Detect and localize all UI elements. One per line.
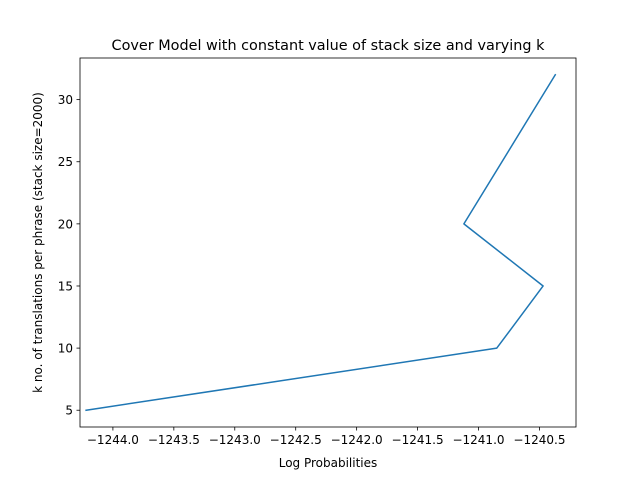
x-tick-label: −1243.5 (148, 433, 200, 447)
x-tick-label: −1242.5 (270, 433, 322, 447)
y-axis-ticks: 5 10 15 20 25 30 (58, 93, 80, 418)
y-tick-label: 5 (65, 404, 73, 418)
y-tick-label: 15 (58, 279, 73, 293)
y-tick-label: 10 (58, 342, 73, 356)
series-line (85, 73, 557, 412)
x-axis-label: Log Probabilities (279, 456, 378, 470)
x-tick-label: −1242.0 (331, 433, 383, 447)
x-tick-label: −1241.5 (392, 433, 444, 447)
plot-area-frame (79, 57, 577, 428)
y-axis-label: k no. of translations per phrase (stack … (31, 92, 45, 393)
x-axis-ticks: −1244.0 −1243.5 −1243.0 −1242.5 −1242.0 −1241… (87, 427, 565, 447)
x-tick-label: −1243.0 (209, 433, 261, 447)
x-tick-label: −1241.0 (452, 433, 504, 447)
series-lines (85, 73, 557, 412)
y-tick-label: 25 (58, 155, 73, 169)
y-tick-label: 20 (58, 217, 73, 231)
y-tick-label: 30 (58, 93, 73, 107)
chart-title: Cover Model with constant value of stack… (112, 38, 546, 54)
x-tick-label: −1240.5 (513, 433, 565, 447)
x-tick-label: −1244.0 (87, 433, 139, 447)
